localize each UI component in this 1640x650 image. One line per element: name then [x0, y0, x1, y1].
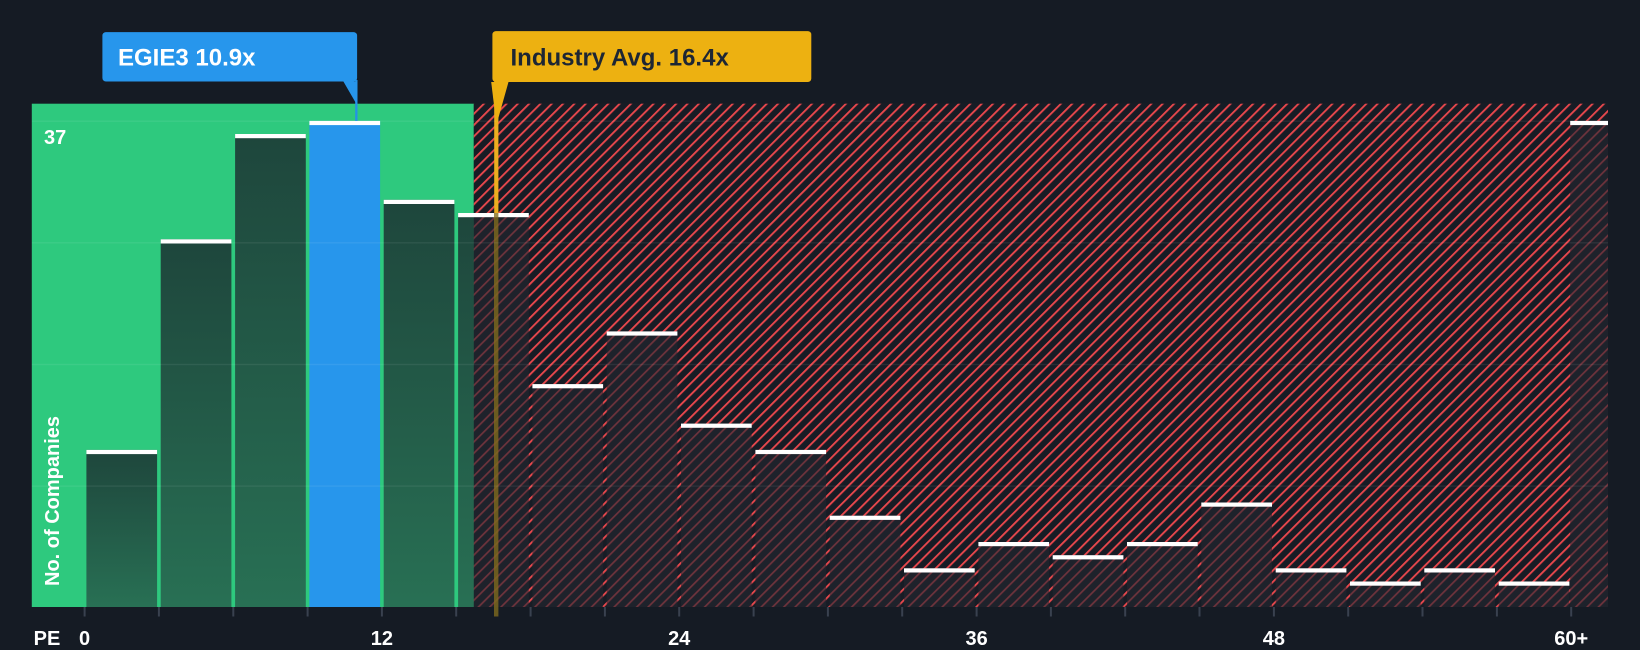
- svg-text:48: 48: [1263, 628, 1285, 650]
- svg-text:37: 37: [44, 127, 66, 149]
- svg-text:EGIE3 10.9x: EGIE3 10.9x: [118, 45, 256, 72]
- svg-text:Industry Avg. 16.4x: Industry Avg. 16.4x: [511, 45, 730, 72]
- svg-text:12: 12: [371, 628, 393, 650]
- svg-text:60+: 60+: [1554, 628, 1588, 650]
- svg-text:PE: PE: [34, 628, 61, 650]
- svg-text:No. of Companies: No. of Companies: [42, 416, 64, 586]
- svg-text:24: 24: [668, 628, 691, 650]
- svg-text:0: 0: [79, 628, 90, 650]
- svg-text:36: 36: [965, 628, 987, 650]
